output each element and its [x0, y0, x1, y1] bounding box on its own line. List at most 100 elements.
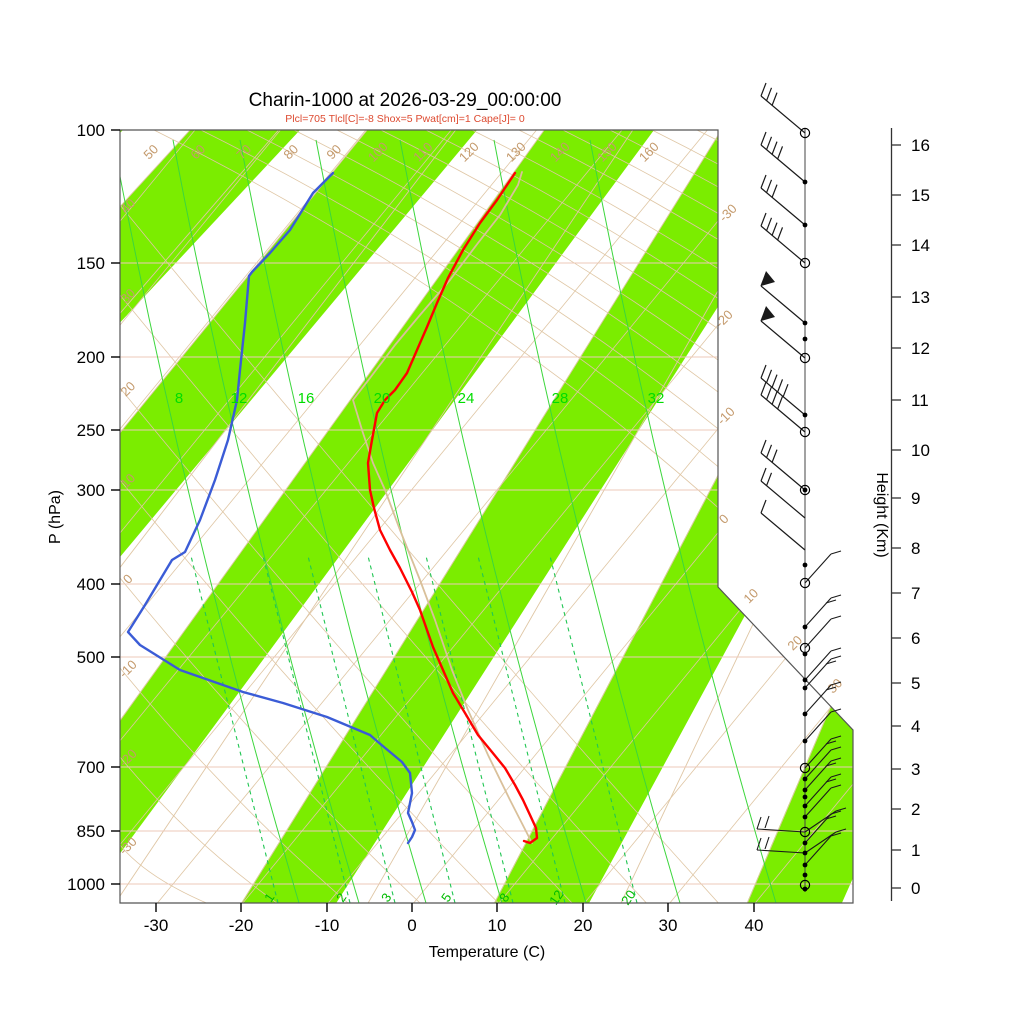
wind-barb: [802, 872, 808, 878]
dry-adiabat-line: [153, 130, 853, 903]
height-tick-label: 13: [911, 288, 930, 307]
dry-adiabat-line: [380, 130, 853, 903]
dry-adiabat-line: [425, 130, 853, 903]
dry-adiabat-line: [471, 130, 853, 903]
pressure-tick-label: 1000: [67, 875, 105, 894]
pressure-tick-label: 850: [77, 822, 105, 841]
parcel-ascent-curve: [352, 171, 533, 844]
wind-barb: [760, 131, 808, 185]
mixing-ratio-label: 28: [552, 390, 569, 407]
wind-barb: [756, 828, 847, 856]
height-tick-label: 0: [911, 879, 920, 898]
mixing-ratio-line: [549, 555, 638, 903]
wind-barb: [760, 364, 808, 418]
mixing-ratio-label: 16: [298, 390, 315, 407]
wind-barb-column: [756, 82, 847, 892]
adiabat-label: 50: [140, 141, 161, 162]
wind-barb: [760, 381, 811, 438]
moist-adiabat-line: [172, 139, 360, 903]
temperature-tick-label: 10: [488, 916, 507, 935]
isotherm-label: 10: [740, 585, 761, 606]
right-axis-title: Height (Km): [873, 472, 890, 557]
height-tick-label: 16: [911, 136, 930, 155]
wind-barb: [760, 439, 811, 496]
temperature-curve: [366, 171, 539, 845]
moist-adiabat-line: [493, 139, 681, 903]
wind-barb: [802, 794, 808, 800]
height-tick-label: 2: [911, 800, 920, 819]
wind-barb: [799, 550, 842, 589]
wind-barb: [802, 336, 808, 342]
wind-barb: [760, 499, 806, 551]
dry-adiabat-line: [336, 130, 853, 903]
wind-barb: [802, 655, 842, 691]
mixing-ratio-label: 20: [618, 887, 639, 907]
moist-adiabat-line: [589, 139, 777, 903]
temperature-tick-label: 20: [574, 916, 593, 935]
wind-barb: [802, 594, 842, 630]
wind-barb: [802, 651, 808, 657]
mixing-ratio-label: 8: [175, 390, 183, 407]
wind-barb: [760, 467, 806, 519]
mixing-ratio-line: [425, 555, 514, 903]
moist-adiabat-line: [120, 139, 300, 903]
wind-barb: [802, 562, 808, 568]
moist-adiabat-line: [315, 139, 503, 903]
plot-frame: [119, 129, 854, 904]
wind-barb: [802, 773, 842, 809]
pressure-tick-label: 700: [77, 758, 105, 777]
mixing-ratio-label: 20: [374, 390, 391, 407]
mixing-ratio-line: [307, 555, 396, 903]
shaded-band: [120, 130, 477, 903]
wind-barb: [802, 810, 842, 846]
moist-adiabat-line: [399, 139, 587, 903]
wind-barb: [760, 271, 808, 326]
pressure-tick-label: 400: [77, 575, 105, 594]
height-tick-label: 10: [911, 441, 930, 460]
dry-adiabat-line: [518, 130, 853, 903]
wind-barb: [760, 306, 811, 364]
wind-barb: [802, 757, 842, 793]
wind-barb: [799, 615, 842, 654]
wind-barb: [802, 647, 842, 683]
height-tick-label: 5: [911, 674, 920, 693]
height-tick-label: 3: [911, 760, 920, 779]
wind-barb: [802, 784, 842, 820]
height-tick-label: 4: [911, 717, 920, 736]
wind-barb: [802, 746, 842, 782]
pressure-tick-label: 200: [77, 348, 105, 367]
wind-barb: [802, 708, 842, 744]
wind-barb: [802, 681, 842, 717]
temperature-tick-label: -10: [315, 916, 340, 935]
mixing-ratio-label: 24: [458, 390, 475, 407]
temperature-tick-label: 40: [745, 916, 764, 935]
dry-adiabat-line: [696, 130, 853, 903]
height-tick-label: 15: [911, 186, 930, 205]
height-tick-label: 12: [911, 339, 930, 358]
pressure-tick-label: 100: [77, 121, 105, 140]
wind-barb: [799, 735, 842, 774]
pressure-tick-label: 300: [77, 481, 105, 500]
shaded-band: [240, 130, 831, 903]
temperature-tick-label: 30: [659, 916, 678, 935]
mixing-ratio-line: [367, 555, 456, 903]
height-tick-label: 1: [911, 841, 920, 860]
moist-adiabat-line: [239, 139, 427, 903]
wind-barb: [760, 174, 808, 228]
isotherm-label: -30: [716, 201, 740, 225]
height-tick-label: 7: [911, 584, 920, 603]
height-tick-label: 9: [911, 489, 920, 508]
wind-barb: [760, 212, 811, 269]
height-tick-label: 11: [911, 391, 929, 410]
dewpoint-curve: [126, 171, 417, 845]
wind-barb: [802, 832, 842, 868]
mixing-ratio-label: 12: [231, 390, 248, 407]
mixing-ratio-line: [262, 555, 351, 903]
height-tick-label: 14: [911, 236, 930, 255]
adiabat-label: 90: [323, 141, 344, 162]
height-tick-label: 6: [911, 629, 920, 648]
temperature-tick-label: -20: [229, 916, 254, 935]
